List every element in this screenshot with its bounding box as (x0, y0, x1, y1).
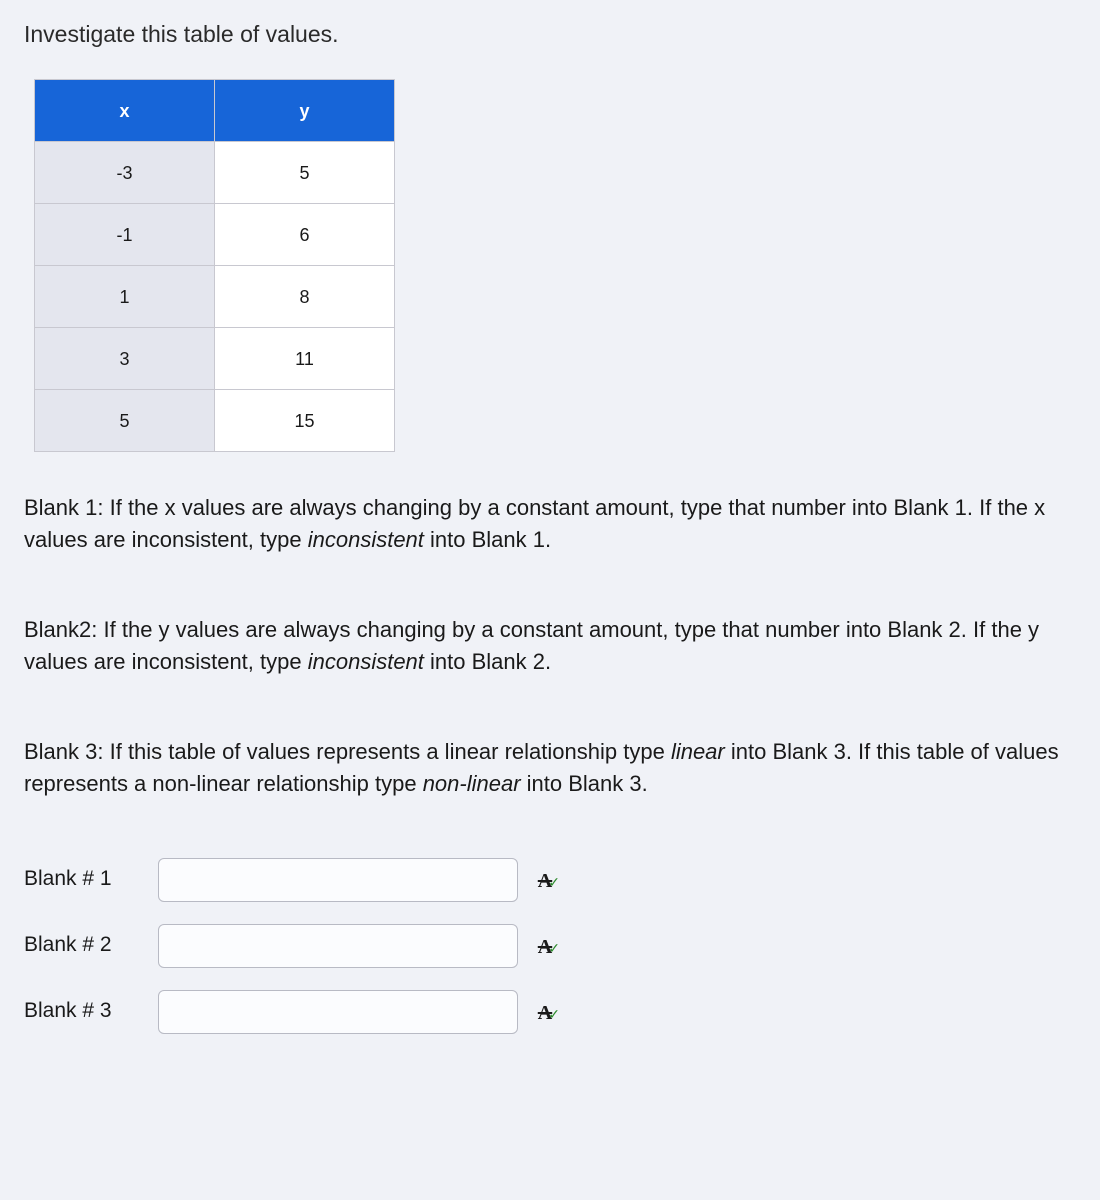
cell-y: 8 (215, 266, 395, 328)
blank1-label: Blank 1: (24, 495, 104, 520)
blank1-text-b: into Blank 1. (424, 527, 551, 552)
blank1-italic: inconsistent (308, 527, 424, 552)
blank3-italic2: non-linear (423, 771, 521, 796)
cell-x: 3 (35, 328, 215, 390)
intro-text: Investigate this table of values. (24, 18, 1076, 51)
cell-y: 6 (215, 204, 395, 266)
blank3-input[interactable] (158, 990, 518, 1034)
answers-section: Blank # 1 A✓ Blank # 2 A✓ Blank # 3 A✓ (24, 858, 1076, 1034)
cell-x: -3 (35, 142, 215, 204)
table-row: -3 5 (35, 142, 395, 204)
answer-row-2: Blank # 2 A✓ (24, 924, 1076, 968)
spellcheck-icon[interactable]: A✓ (532, 867, 558, 893)
cell-y: 11 (215, 328, 395, 390)
table-row: -1 6 (35, 204, 395, 266)
blank3-text-c: into Blank 3. (521, 771, 648, 796)
answer-label-2: Blank # 2 (24, 930, 144, 960)
col-header-y: y (215, 80, 395, 142)
blank3-prompt: Blank 3: If this table of values represe… (24, 736, 1076, 800)
blank2-prompt: Blank2: If the y values are always chang… (24, 614, 1076, 678)
blank2-italic: inconsistent (308, 649, 424, 674)
spellcheck-icon[interactable]: A✓ (532, 999, 558, 1025)
values-table: x y -3 5 -1 6 1 8 3 11 5 15 (34, 79, 395, 452)
cell-x: -1 (35, 204, 215, 266)
cell-y: 5 (215, 142, 395, 204)
blank3-italic1: linear (671, 739, 725, 764)
answer-row-3: Blank # 3 A✓ (24, 990, 1076, 1034)
blank2-label: Blank2: (24, 617, 97, 642)
table-row: 1 8 (35, 266, 395, 328)
cell-y: 15 (215, 390, 395, 452)
cell-x: 1 (35, 266, 215, 328)
blank1-prompt: Blank 1: If the x values are always chan… (24, 492, 1076, 556)
blank3-label: Blank 3: (24, 739, 104, 764)
col-header-x: x (35, 80, 215, 142)
answer-label-1: Blank # 1 (24, 864, 144, 894)
blank3-text-a: If this table of values represents a lin… (104, 739, 671, 764)
answer-row-1: Blank # 1 A✓ (24, 858, 1076, 902)
cell-x: 5 (35, 390, 215, 452)
answer-label-3: Blank # 3 (24, 996, 144, 1026)
spellcheck-icon[interactable]: A✓ (532, 933, 558, 959)
table-row: 5 15 (35, 390, 395, 452)
blank1-input[interactable] (158, 858, 518, 902)
blank2-text-b: into Blank 2. (424, 649, 551, 674)
table-row: 3 11 (35, 328, 395, 390)
blank2-input[interactable] (158, 924, 518, 968)
